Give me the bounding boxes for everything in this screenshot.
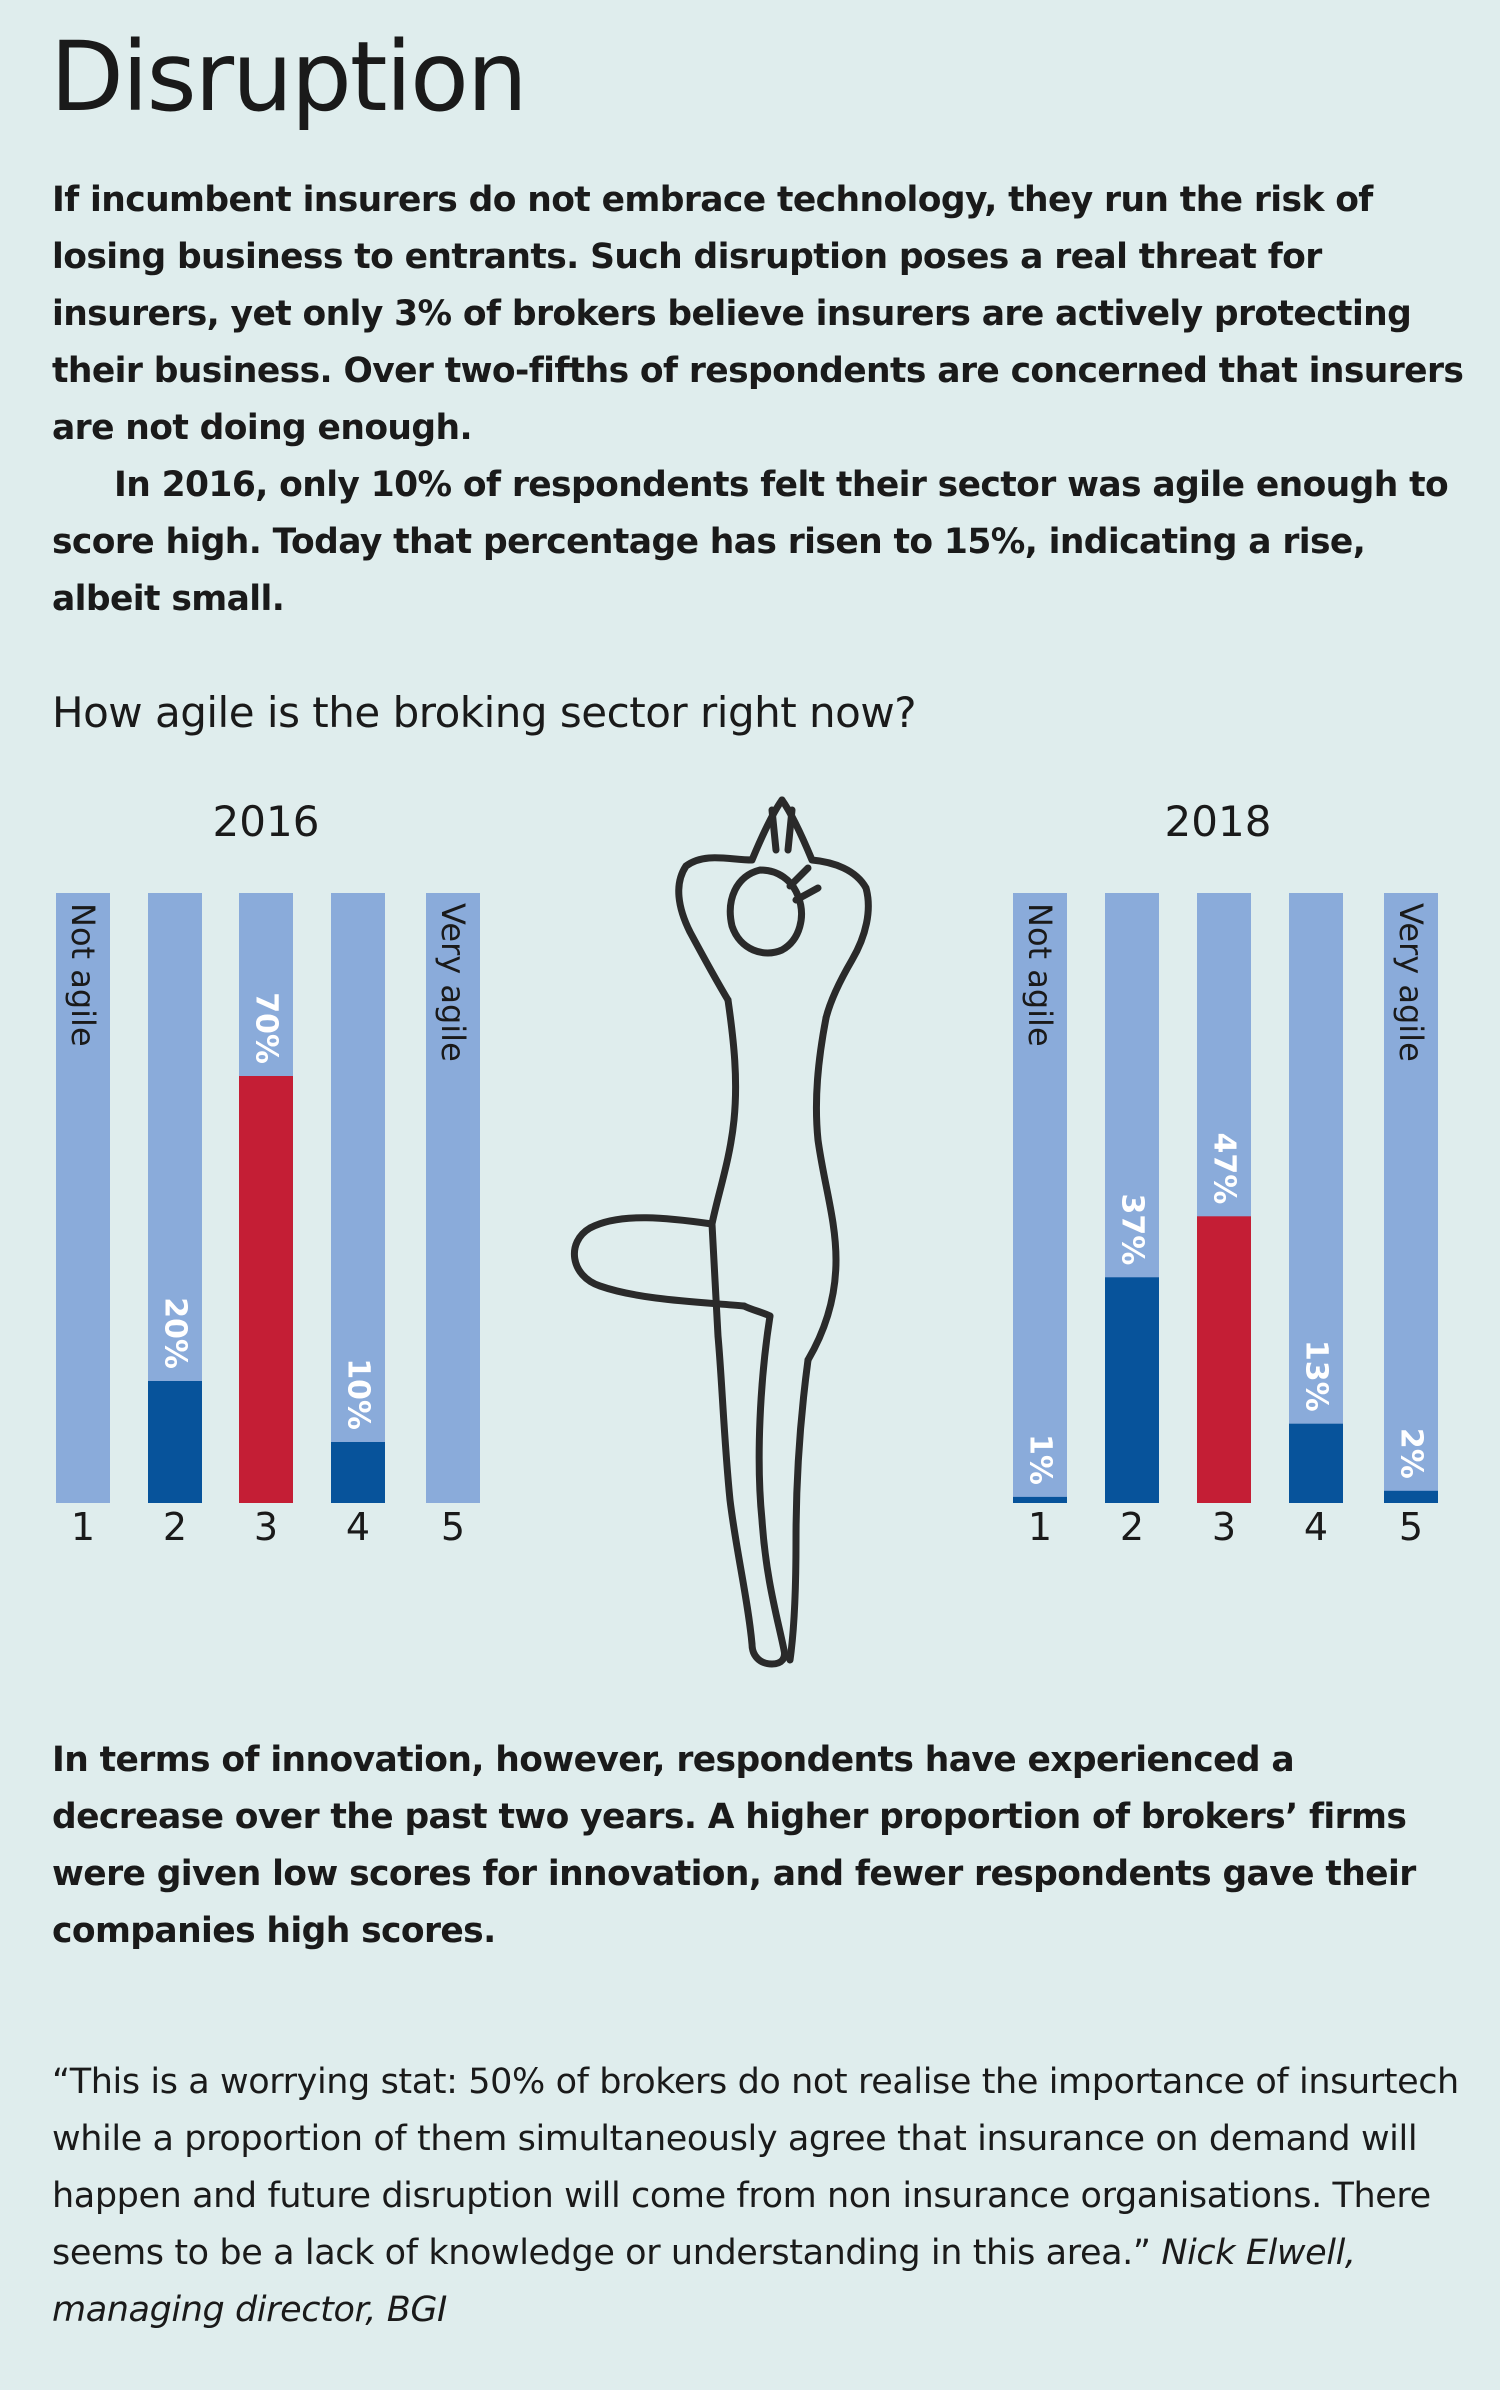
category-tick-label: 4 (346, 1505, 370, 1549)
bar-value-label: 70% (249, 992, 284, 1064)
bar-track (1013, 893, 1067, 1503)
bar (1384, 1490, 1438, 1503)
outro-text: In terms of innovation, however, respond… (52, 1740, 1416, 1951)
bar-value-label: 37% (1115, 1193, 1150, 1265)
chart-title: 2016 (213, 797, 320, 846)
bar-track (56, 893, 110, 1503)
scale-end-label: Very agile (1392, 903, 1430, 1062)
category-tick-label: 4 (1304, 1505, 1328, 1549)
category-tick-label: 2 (1120, 1505, 1144, 1549)
bar (239, 1076, 293, 1503)
bar-value-label: 1% (1023, 1434, 1058, 1485)
bar (1105, 1277, 1159, 1503)
bar-value-label: 10% (341, 1358, 376, 1430)
bar (1197, 1216, 1251, 1503)
yoga-tree-pose-figure-icon (571, 796, 872, 1668)
category-tick-label: 2 (163, 1505, 187, 1549)
scale-end-label: Very agile (434, 903, 472, 1062)
category-tick-label: 3 (1212, 1505, 1236, 1549)
chart-title: 2018 (1165, 797, 1272, 846)
bar-value-label: 2% (1394, 1428, 1429, 1479)
chart-question: How agile is the broking sector right no… (52, 688, 917, 737)
quote-body: “This is a worrying stat: 50% of brokers… (52, 2062, 1459, 2273)
intro-paragraph-2: In 2016, only 10% of respondents felt th… (52, 465, 1449, 619)
quote-attribution: Nick Elwell, managing director, BGI (52, 2233, 1356, 2330)
bar-value-label: 47% (1207, 1132, 1242, 1204)
bar (331, 1442, 385, 1503)
intro-paragraph-1: If incumbent insurers do not embrace tec… (52, 180, 1464, 448)
category-tick-label: 1 (1028, 1505, 1052, 1549)
bar (1013, 1496, 1067, 1503)
bar-track (1289, 893, 1343, 1503)
bar (148, 1381, 202, 1503)
chart-2016: 2016 Not agile 1 20% 2 70% 3 10% 4 Very agile 5 (56, 797, 480, 1549)
category-tick-label: 5 (441, 1505, 465, 1549)
scale-end-label: Not agile (1021, 903, 1059, 1047)
scale-end-label: Not agile (64, 903, 102, 1047)
category-tick-label: 3 (254, 1505, 278, 1549)
category-tick-label: 5 (1399, 1505, 1423, 1549)
category-tick-label: 1 (71, 1505, 95, 1549)
bar-track (426, 893, 480, 1503)
agility-charts: 2016 Not agile 1 20% 2 70% 3 10% 4 Very agile 5 20… (56, 796, 1438, 1668)
chart-2018: 2018 1% Not agile 1 37% 2 47% 3 13% 4 2% Very agile… (1013, 797, 1438, 1549)
bar-track (1384, 893, 1438, 1503)
bar-value-label: 20% (158, 1297, 193, 1369)
page-title: Disruption (50, 21, 528, 133)
intro-text: If incumbent insurers do not embrace tec… (52, 172, 1472, 628)
bar-track (331, 893, 385, 1503)
quote-text: “This is a worrying stat: 50% of brokers… (52, 2054, 1472, 2339)
bar-value-label: 13% (1299, 1340, 1334, 1412)
bar (1289, 1423, 1343, 1503)
